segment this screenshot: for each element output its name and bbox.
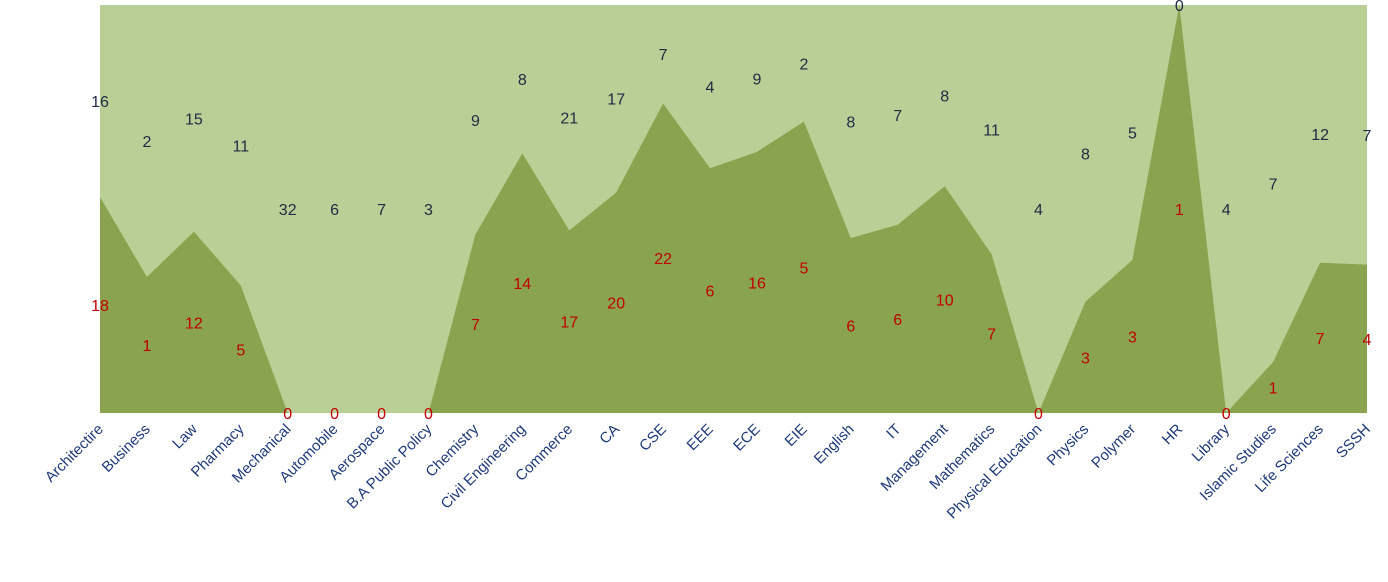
category-label: CSE — [636, 421, 670, 455]
data-label-top: 4 — [706, 80, 715, 97]
data-label-top: 7 — [377, 202, 386, 219]
category-label: IT — [883, 421, 904, 442]
data-label-bottom: 10 — [936, 293, 954, 310]
data-label-top: 21 — [560, 111, 578, 128]
data-label-bottom: 1 — [142, 338, 151, 355]
category-label: Polymer — [1088, 421, 1139, 472]
category-label: HR — [1159, 421, 1186, 448]
data-label-top: 9 — [471, 113, 480, 130]
data-label-top: 6 — [330, 202, 339, 219]
category-label: EEE — [684, 421, 717, 454]
data-label-top: 15 — [185, 111, 203, 128]
data-label-bottom: 6 — [706, 284, 715, 301]
data-label-top: 0 — [1175, 0, 1184, 15]
data-label-top: 2 — [799, 56, 808, 73]
top-series-labels: 16 2 15 11 32 6 7 3 9 8 21 17 7 4 9 2 8 7 8 11 4 8 5 0 4 7 12 7 — [91, 0, 1371, 219]
category-label: Physics — [1044, 421, 1093, 470]
data-label-bottom: 22 — [654, 251, 672, 268]
data-label-bottom: 6 — [846, 319, 855, 336]
data-label-top: 7 — [1269, 177, 1278, 194]
category-label: Law — [169, 421, 201, 453]
data-label-top: 7 — [893, 108, 902, 125]
data-label-bottom: 6 — [893, 312, 902, 329]
category-label: B.A Public Policy — [344, 420, 436, 512]
data-label-top: 11 — [232, 138, 249, 155]
data-label-bottom: 0 — [283, 406, 292, 423]
area-layer — [100, 5, 1367, 413]
data-label-bottom: 7 — [987, 327, 996, 344]
data-label-bottom: 1 — [1269, 381, 1278, 398]
data-label-bottom: 3 — [1128, 330, 1137, 347]
data-label-top: 12 — [1311, 127, 1329, 144]
data-label-top: 8 — [846, 115, 855, 132]
data-label-top: 9 — [753, 71, 762, 88]
data-label-bottom: 5 — [799, 260, 808, 277]
data-label-top: 8 — [940, 89, 949, 106]
data-label-bottom: 20 — [607, 296, 625, 313]
category-label: Civil Engineering — [438, 421, 530, 513]
data-label-bottom: 12 — [185, 315, 203, 332]
category-label: ECE — [730, 421, 764, 455]
data-label-bottom: 0 — [424, 406, 433, 423]
data-label-top: 2 — [142, 134, 151, 151]
data-label-top: 7 — [659, 47, 668, 64]
data-label-bottom: 16 — [748, 275, 766, 292]
data-label-bottom: 4 — [1363, 332, 1372, 349]
category-label: CA — [596, 421, 623, 448]
category-label: English — [811, 421, 858, 468]
data-label-top: 4 — [1222, 202, 1231, 219]
data-label-bottom: 7 — [471, 317, 480, 334]
data-label-top: 17 — [607, 92, 625, 109]
category-label: Library — [1189, 420, 1234, 465]
data-label-bottom: 0 — [377, 406, 386, 423]
data-label-bottom: 18 — [91, 298, 109, 315]
category-label: Architectire — [42, 421, 107, 486]
data-label-bottom: 1 — [1175, 202, 1184, 219]
data-label-bottom: 5 — [236, 342, 245, 359]
data-label-top: 32 — [279, 202, 297, 219]
data-label-top: 16 — [91, 94, 109, 111]
data-label-top: 7 — [1363, 128, 1372, 145]
data-label-top: 5 — [1128, 126, 1137, 143]
data-label-bottom: 0 — [330, 406, 339, 423]
data-label-bottom: 7 — [1316, 331, 1325, 348]
data-label-top: 8 — [518, 72, 527, 89]
category-label: SSSH — [1333, 421, 1374, 462]
data-label-top: 4 — [1034, 202, 1043, 219]
data-label-top: 11 — [983, 123, 1000, 140]
data-label-bottom: 14 — [513, 276, 531, 293]
data-label-top: 3 — [424, 202, 433, 219]
data-label-top: 8 — [1081, 146, 1090, 163]
category-label: EIE — [782, 421, 811, 450]
data-label-bottom: 17 — [560, 315, 578, 332]
data-label-bottom: 0 — [1222, 406, 1231, 423]
category-label: Business — [99, 421, 154, 476]
data-label-bottom: 0 — [1034, 406, 1043, 423]
area-series-bottom — [100, 5, 1367, 413]
data-label-bottom: 3 — [1081, 350, 1090, 367]
